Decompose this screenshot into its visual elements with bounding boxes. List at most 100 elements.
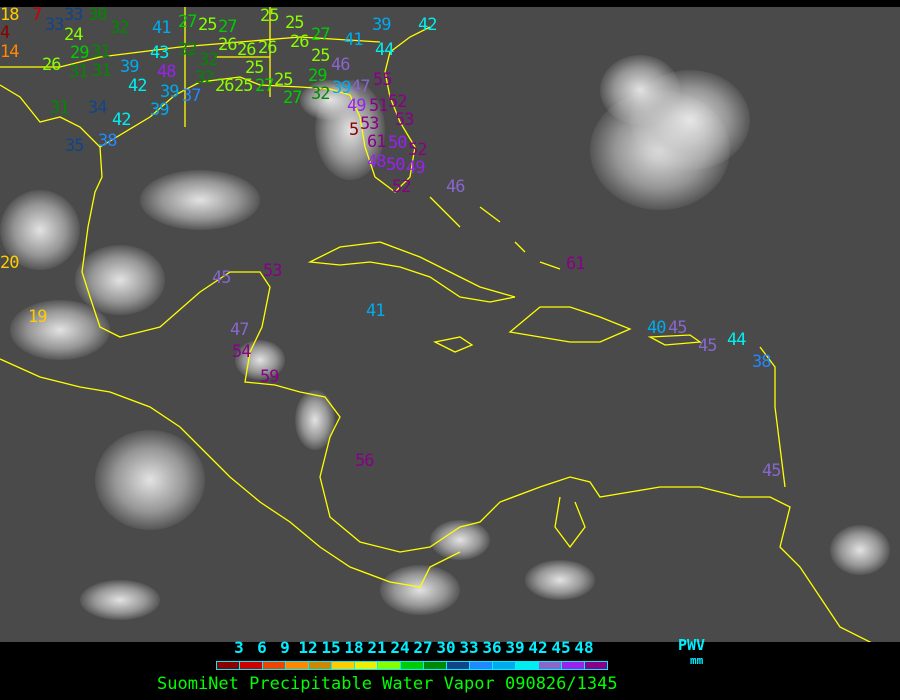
legend-swatch: [539, 662, 562, 669]
station-pwv-value: 27: [255, 76, 275, 96]
cloud: [140, 170, 260, 230]
station-pwv-value: 38: [752, 352, 772, 372]
station-pwv-value: 31: [91, 42, 111, 62]
legend-tick: 30: [436, 638, 456, 657]
coastline: [433, 336, 474, 353]
station-pwv-value: 25: [285, 13, 305, 33]
legend-swatch: [263, 662, 286, 669]
station-pwv-value: 51: [369, 96, 389, 116]
legend-swatch: [309, 662, 332, 669]
legend-unit-mm: mm: [690, 654, 704, 667]
station-pwv-value: 48: [367, 152, 387, 172]
station-pwv-value: 40: [647, 318, 667, 338]
station-pwv-value: 44: [375, 40, 395, 60]
cloud: [235, 340, 285, 380]
station-pwv-value: 25: [274, 70, 294, 90]
station-pwv-value: 32: [311, 84, 331, 104]
station-pwv-value: 25: [245, 58, 265, 78]
station-pwv-value: 14: [0, 42, 20, 62]
station-pwv-value: 50: [388, 133, 408, 153]
station-pwv-value: 30: [88, 7, 108, 25]
station-pwv-value: 55: [373, 70, 393, 90]
coastline: [0, 84, 872, 642]
station-pwv-value: 39: [120, 57, 140, 77]
cloud: [10, 300, 110, 360]
station-pwv-value: 45: [698, 336, 718, 356]
station-pwv-value: 25: [198, 15, 218, 35]
station-pwv-value: 31: [50, 98, 70, 118]
station-pwv-value: 4: [0, 23, 10, 43]
station-pwv-value: 43: [150, 43, 170, 63]
station-pwv-value: 26: [237, 40, 257, 60]
legend-tick: 39: [505, 638, 525, 657]
station-pwv-value: 38: [98, 131, 118, 151]
station-pwv-value: 24: [64, 25, 84, 45]
legend-tick: 42: [528, 638, 548, 657]
coastline: [0, 358, 461, 588]
station-pwv-value: 61: [367, 132, 387, 152]
station-pwv-value: 52: [388, 92, 408, 112]
coastline: [647, 334, 702, 346]
station-pwv-value: 35: [65, 136, 85, 156]
legend-tick: 48: [574, 638, 594, 657]
station-pwv-value: 27: [218, 17, 238, 37]
station-pwv-value: 39: [150, 100, 170, 120]
station-pwv-value: 29: [70, 43, 90, 63]
station-pwv-value: 49: [406, 158, 426, 178]
legend-swatch: [401, 662, 424, 669]
station-pwv-value: 25: [260, 7, 280, 26]
station-pwv-value: 48: [157, 62, 177, 82]
station-pwv-value: 61: [566, 254, 586, 274]
coastline: [429, 196, 561, 270]
station-pwv-value: 39: [372, 15, 392, 35]
station-pwv-value: 32: [178, 40, 198, 60]
legend-tick: 24: [390, 638, 410, 657]
station-pwv-value: 52: [392, 177, 412, 197]
legend-swatch: [470, 662, 493, 669]
legend-tick: 45: [551, 638, 571, 657]
station-pwv-value: 26: [218, 35, 238, 55]
station-pwv-value: 53: [263, 261, 283, 281]
station-pwv-value: 20: [0, 253, 20, 273]
station-pwv-value: 34: [88, 98, 108, 118]
station-pwv-value: 37: [182, 86, 202, 106]
station-pwv-value: 45: [668, 318, 688, 338]
cloud: [0, 190, 80, 270]
legend-color-bar: [216, 661, 608, 670]
legend-tick: 15: [321, 638, 341, 657]
legend-swatch: [240, 662, 263, 669]
legend-tick: 9: [280, 638, 290, 657]
station-pwv-value: 46: [331, 55, 351, 75]
coastlines: [0, 7, 872, 642]
cloud: [300, 80, 360, 120]
station-pwv-value: 47: [351, 77, 371, 97]
coastline: [554, 496, 586, 549]
station-pwv-value: 45: [762, 461, 782, 481]
station-pwv-value: 33: [64, 7, 84, 25]
legend-tick: 18: [344, 638, 364, 657]
legend-swatch: [286, 662, 309, 669]
legend-tick: 27: [413, 638, 433, 657]
station-pwv-value: 31: [92, 61, 112, 81]
station-pwv-value: 59: [260, 367, 280, 387]
cloud: [525, 560, 595, 600]
station-pwv-value: 47: [230, 320, 250, 340]
legend-swatch: [424, 662, 447, 669]
coastline: [759, 346, 786, 488]
legend-swatch: [378, 662, 401, 669]
legend-swatch: [493, 662, 516, 669]
station-pwv-value: 26: [290, 32, 310, 52]
station-pwv-value: 41: [366, 301, 386, 321]
cloud: [830, 525, 890, 575]
station-pwv-value: 32: [195, 68, 215, 88]
legend-swatch: [355, 662, 378, 669]
station-pwv-value: 25: [311, 46, 331, 66]
station-pwv-value: 27: [283, 88, 303, 108]
station-pwv-value: 31: [69, 62, 89, 82]
legend-tick: 33: [459, 638, 479, 657]
legend-swatch: [332, 662, 355, 669]
map-title: SuomiNet Precipitable Water Vapor 090826…: [157, 674, 618, 694]
coastline: [99, 26, 431, 193]
legend-unit-pwv: PWV: [678, 636, 706, 654]
station-pwv-value: 44: [727, 330, 747, 350]
